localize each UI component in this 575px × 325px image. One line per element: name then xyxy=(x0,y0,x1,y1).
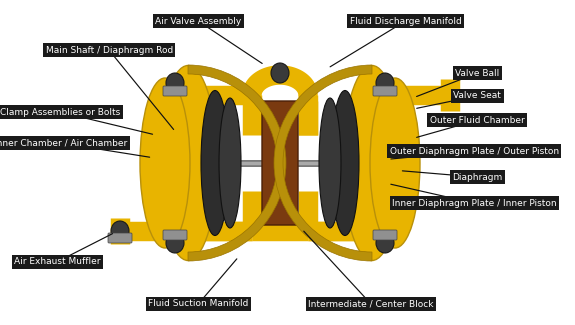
Ellipse shape xyxy=(370,78,420,248)
Text: Clamp Assemblies or Bolts: Clamp Assemblies or Bolts xyxy=(0,108,121,117)
Text: Inner Chamber / Air Chamber: Inner Chamber / Air Chamber xyxy=(0,138,127,148)
Text: Outer Fluid Chamber: Outer Fluid Chamber xyxy=(430,116,524,125)
Ellipse shape xyxy=(111,221,129,241)
Text: Outer Diaphragm Plate / Outer Piston: Outer Diaphragm Plate / Outer Piston xyxy=(390,147,559,156)
Ellipse shape xyxy=(319,98,341,228)
Ellipse shape xyxy=(331,90,359,236)
Text: Air Valve Assembly: Air Valve Assembly xyxy=(155,17,242,26)
Ellipse shape xyxy=(343,66,401,261)
Text: Valve Ball: Valve Ball xyxy=(455,69,499,78)
Ellipse shape xyxy=(166,73,184,93)
FancyBboxPatch shape xyxy=(108,233,132,243)
FancyBboxPatch shape xyxy=(262,101,298,225)
Text: Intermediate / Center Block: Intermediate / Center Block xyxy=(308,299,434,308)
Text: Diaphragm: Diaphragm xyxy=(452,173,503,182)
Ellipse shape xyxy=(376,73,394,93)
Ellipse shape xyxy=(271,63,289,83)
Ellipse shape xyxy=(166,233,184,253)
Ellipse shape xyxy=(201,90,229,236)
Text: Main Shaft / Diaphragm Rod: Main Shaft / Diaphragm Rod xyxy=(45,46,173,55)
FancyBboxPatch shape xyxy=(373,230,397,240)
Text: Air Exhaust Muffler: Air Exhaust Muffler xyxy=(14,257,101,266)
Ellipse shape xyxy=(219,98,241,228)
Ellipse shape xyxy=(159,66,217,261)
Wedge shape xyxy=(274,65,372,261)
Ellipse shape xyxy=(376,233,394,253)
FancyBboxPatch shape xyxy=(373,86,397,96)
Text: Fluid Suction Manifold: Fluid Suction Manifold xyxy=(148,299,248,308)
Text: Fluid Discharge Manifold: Fluid Discharge Manifold xyxy=(350,17,461,26)
FancyBboxPatch shape xyxy=(163,230,187,240)
FancyBboxPatch shape xyxy=(163,86,187,96)
Ellipse shape xyxy=(140,78,190,248)
Wedge shape xyxy=(188,65,286,261)
Text: Valve Seat: Valve Seat xyxy=(453,91,501,100)
Text: Inner Diaphragm Plate / Inner Piston: Inner Diaphragm Plate / Inner Piston xyxy=(392,199,557,208)
